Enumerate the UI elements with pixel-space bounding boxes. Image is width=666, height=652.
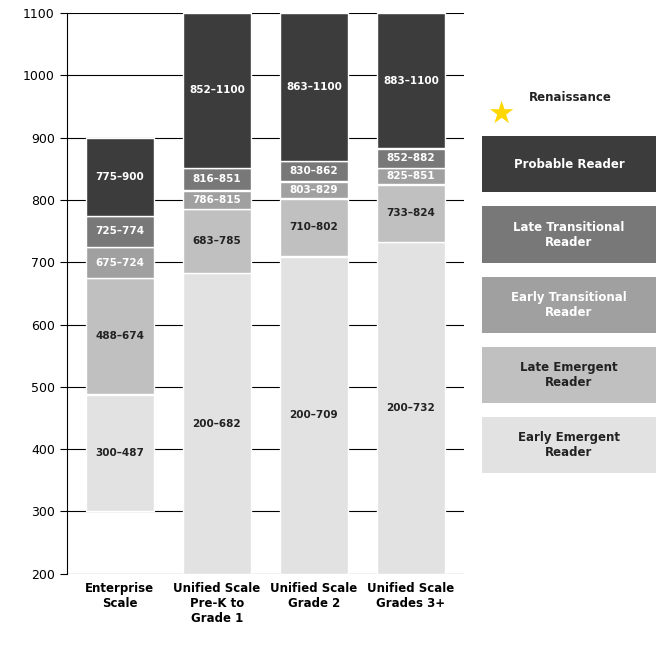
Bar — [183, 190, 251, 209]
Bar — [280, 199, 348, 256]
Text: ★: ★ — [487, 100, 514, 128]
Bar — [183, 168, 251, 190]
Text: 883–1100: 883–1100 — [383, 76, 439, 85]
Text: 300–487: 300–487 — [95, 448, 145, 458]
Bar — [377, 185, 445, 242]
Bar — [280, 161, 348, 181]
Bar — [280, 182, 348, 198]
Bar — [377, 243, 445, 574]
Text: 200–709: 200–709 — [290, 410, 338, 420]
Bar — [482, 347, 656, 403]
Text: 803–829: 803–829 — [290, 185, 338, 195]
Bar — [183, 13, 251, 168]
Text: 733–824: 733–824 — [386, 209, 436, 218]
Text: Early Transitional
Reader: Early Transitional Reader — [511, 291, 627, 319]
Text: 852–1100: 852–1100 — [189, 85, 245, 95]
Bar — [377, 168, 445, 185]
Text: 200–682: 200–682 — [192, 419, 241, 428]
Bar — [86, 247, 154, 278]
Text: Late Transitional
Reader: Late Transitional Reader — [513, 220, 625, 248]
Text: 830–862: 830–862 — [290, 166, 338, 176]
Text: 816–851: 816–851 — [192, 174, 241, 184]
Bar — [482, 136, 656, 192]
Text: 488–674: 488–674 — [95, 331, 145, 342]
Bar — [280, 257, 348, 574]
Bar — [86, 138, 154, 216]
Text: 825–851: 825–851 — [386, 171, 435, 181]
Bar — [183, 273, 251, 574]
Bar — [280, 13, 348, 160]
Text: 683–785: 683–785 — [192, 236, 241, 246]
Bar — [482, 276, 656, 333]
Text: 863–1100: 863–1100 — [286, 82, 342, 92]
Text: 710–802: 710–802 — [290, 222, 338, 232]
Text: Early Emergent
Reader: Early Emergent Reader — [518, 431, 620, 459]
Text: 725–774: 725–774 — [95, 226, 145, 237]
Bar — [377, 13, 445, 148]
Bar — [183, 209, 251, 273]
Bar — [482, 417, 656, 473]
Text: 852–882: 852–882 — [386, 153, 435, 163]
Bar — [86, 395, 154, 511]
Text: Star Early Literacy: Star Early Literacy — [529, 137, 645, 147]
Text: Probable Reader: Probable Reader — [513, 158, 624, 171]
Bar — [86, 216, 154, 246]
Bar — [86, 278, 154, 394]
Text: Late Emergent
Reader: Late Emergent Reader — [520, 361, 618, 389]
Bar — [377, 149, 445, 168]
Bar — [482, 207, 656, 263]
Text: 775–900: 775–900 — [95, 171, 145, 182]
Text: 786–815: 786–815 — [192, 195, 241, 205]
Text: 675–724: 675–724 — [95, 258, 145, 267]
Text: Renaissance: Renaissance — [529, 91, 612, 104]
Text: 200–732: 200–732 — [386, 403, 435, 413]
